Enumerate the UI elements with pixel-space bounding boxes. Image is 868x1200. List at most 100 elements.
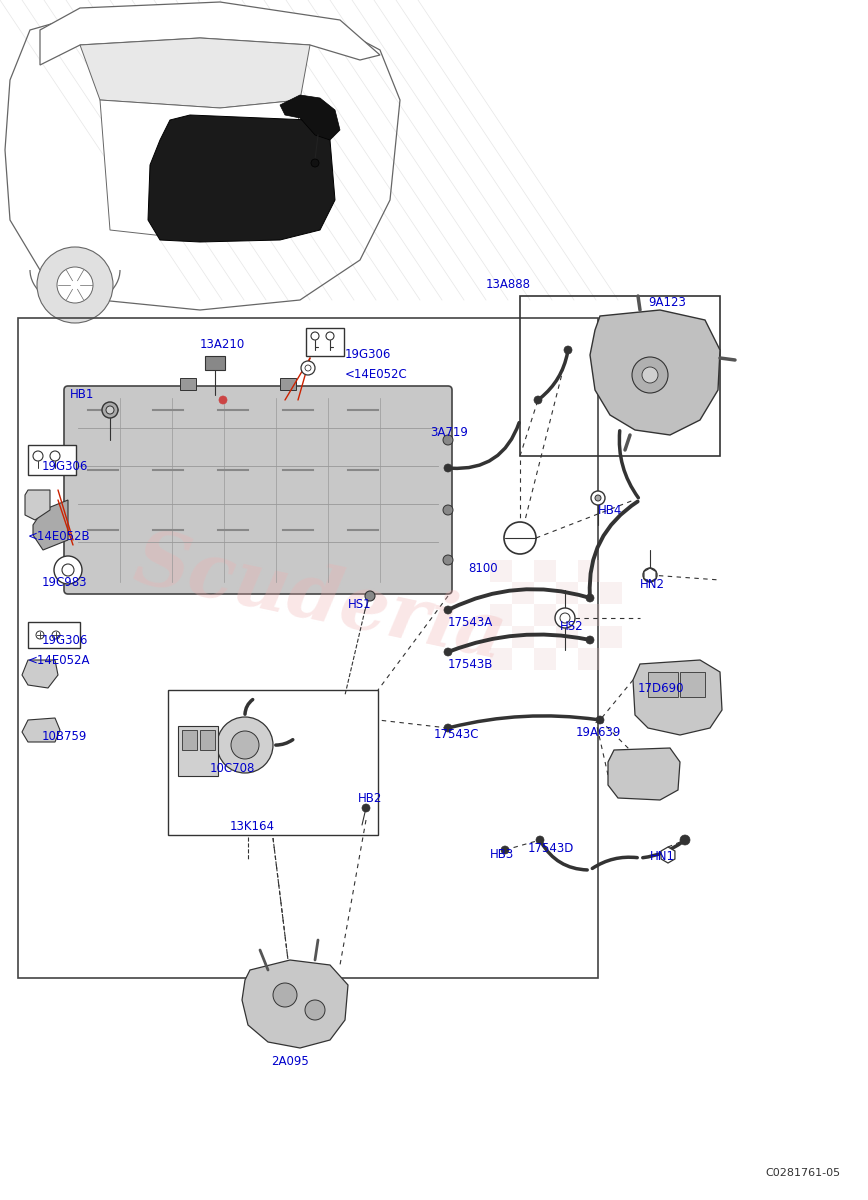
- Circle shape: [555, 608, 575, 628]
- Bar: [200, 730, 215, 750]
- Text: <14E052A: <14E052A: [28, 654, 90, 667]
- Circle shape: [444, 648, 452, 656]
- Circle shape: [273, 983, 297, 1007]
- Text: 17543C: 17543C: [434, 728, 479, 740]
- Circle shape: [443, 505, 453, 515]
- Circle shape: [632, 358, 668, 392]
- Bar: [490, 648, 512, 670]
- Circle shape: [217, 716, 273, 773]
- Circle shape: [504, 522, 536, 554]
- Circle shape: [680, 835, 690, 845]
- Text: 10C708: 10C708: [210, 762, 255, 775]
- Text: 17543A: 17543A: [448, 616, 493, 629]
- Circle shape: [311, 158, 319, 167]
- Text: 13K164: 13K164: [230, 820, 275, 833]
- Circle shape: [37, 247, 113, 323]
- FancyArrowPatch shape: [276, 739, 293, 745]
- Circle shape: [62, 564, 74, 576]
- Circle shape: [362, 804, 370, 812]
- Bar: [512, 582, 534, 604]
- Circle shape: [219, 396, 227, 404]
- Circle shape: [444, 606, 452, 614]
- Polygon shape: [608, 748, 680, 800]
- Polygon shape: [633, 660, 722, 734]
- Polygon shape: [22, 660, 58, 688]
- Bar: [578, 604, 600, 626]
- Polygon shape: [590, 310, 720, 434]
- Text: <14E052B: <14E052B: [28, 530, 90, 542]
- Text: C0281761-05: C0281761-05: [765, 1168, 840, 1178]
- Text: HN1: HN1: [650, 850, 675, 863]
- Circle shape: [642, 367, 658, 383]
- Text: 13A888: 13A888: [485, 278, 530, 290]
- Text: HN2: HN2: [640, 578, 665, 590]
- Bar: [534, 560, 556, 582]
- Circle shape: [50, 451, 60, 461]
- Bar: [600, 582, 622, 604]
- Polygon shape: [25, 490, 50, 520]
- Text: HS2: HS2: [560, 620, 583, 634]
- FancyArrowPatch shape: [245, 700, 253, 714]
- Text: HS1: HS1: [348, 598, 372, 611]
- Text: 13A210: 13A210: [200, 338, 245, 350]
- Polygon shape: [280, 95, 340, 140]
- Circle shape: [326, 332, 334, 340]
- Text: 17D690: 17D690: [638, 682, 685, 695]
- FancyArrowPatch shape: [450, 589, 588, 608]
- Circle shape: [102, 402, 118, 418]
- Text: HB4: HB4: [598, 504, 622, 517]
- Polygon shape: [100, 100, 300, 240]
- Text: 3A719: 3A719: [430, 426, 468, 439]
- Bar: [490, 560, 512, 582]
- Bar: [168, 690, 378, 835]
- Circle shape: [443, 554, 453, 565]
- Text: 19G306: 19G306: [42, 460, 89, 473]
- Text: Scuderia: Scuderia: [128, 524, 512, 676]
- Circle shape: [536, 836, 544, 844]
- Circle shape: [33, 451, 43, 461]
- Text: 19G306: 19G306: [42, 634, 89, 647]
- Text: 19C983: 19C983: [42, 576, 88, 589]
- Circle shape: [586, 594, 594, 602]
- Text: HB1: HB1: [69, 388, 95, 401]
- Circle shape: [36, 631, 44, 638]
- FancyArrowPatch shape: [450, 716, 597, 727]
- Bar: [512, 626, 534, 648]
- Text: HB2: HB2: [358, 792, 383, 805]
- Polygon shape: [80, 38, 310, 108]
- Bar: [556, 626, 578, 648]
- Bar: [520, 296, 720, 456]
- Bar: [280, 378, 296, 390]
- Bar: [28, 622, 80, 648]
- Circle shape: [534, 396, 542, 404]
- FancyArrowPatch shape: [450, 422, 519, 468]
- Circle shape: [365, 590, 375, 601]
- Bar: [556, 582, 578, 604]
- Text: 2A095: 2A095: [271, 1055, 309, 1068]
- FancyBboxPatch shape: [64, 386, 452, 594]
- Bar: [205, 356, 225, 370]
- FancyArrowPatch shape: [542, 842, 588, 870]
- Circle shape: [52, 631, 60, 638]
- Circle shape: [444, 724, 452, 732]
- Circle shape: [57, 266, 93, 302]
- Circle shape: [586, 636, 594, 644]
- Circle shape: [643, 568, 657, 582]
- FancyArrowPatch shape: [540, 353, 568, 398]
- Circle shape: [444, 464, 452, 472]
- Circle shape: [301, 361, 315, 374]
- Bar: [178, 726, 218, 776]
- FancyArrowPatch shape: [592, 857, 637, 869]
- Circle shape: [596, 716, 604, 724]
- Text: <14E052C: <14E052C: [345, 368, 408, 382]
- Bar: [490, 604, 512, 626]
- Circle shape: [305, 1000, 325, 1020]
- Text: 10B759: 10B759: [42, 730, 88, 743]
- Circle shape: [443, 434, 453, 445]
- Circle shape: [54, 556, 82, 584]
- Bar: [534, 648, 556, 670]
- Bar: [680, 672, 705, 697]
- Polygon shape: [22, 718, 60, 742]
- FancyArrowPatch shape: [643, 841, 683, 858]
- Text: 19A639: 19A639: [576, 726, 621, 739]
